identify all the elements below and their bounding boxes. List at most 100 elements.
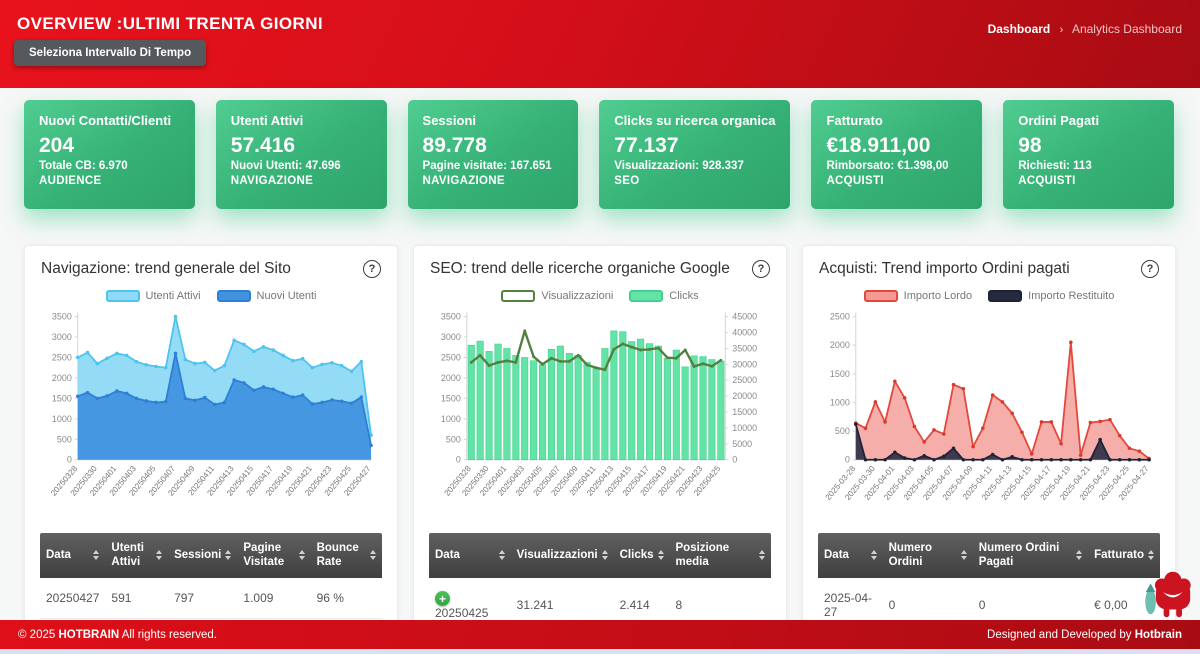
breadcrumb-dashboard-link[interactable]: Dashboard: [987, 22, 1051, 36]
seo-chart[interactable]: 0 500 1000 1500 2000 2500 3000 3500 0 5000 10000 15…: [430, 308, 770, 525]
panel-title: Acquisti: Trend importo Ordini pagati: [819, 260, 1070, 277]
column-header[interactable]: Data: [40, 533, 106, 578]
svg-text:2500: 2500: [830, 312, 850, 322]
kpi-card-subtitle: Nuovi Utenti: 47.696: [230, 160, 341, 173]
svg-text:2500: 2500: [441, 352, 461, 362]
column-header[interactable]: Data: [818, 533, 883, 578]
kpi-card-category: SEO: [614, 175, 640, 188]
column-header[interactable]: Fatturato: [1088, 533, 1160, 578]
svg-text:2000: 2000: [52, 373, 72, 383]
legend-item[interactable]: Importo Lordo: [863, 288, 972, 304]
table-cell: 20250427: [40, 577, 106, 619]
kpi-card-category: NAVIGAZIONE: [230, 175, 314, 188]
help-icon[interactable]: ?: [363, 260, 381, 278]
select-time-range-button[interactable]: Seleziona Intervallo Di Tempo: [14, 40, 207, 66]
footer-copyright: © 2025 HOTBRAIN All rights reserved.: [18, 628, 217, 641]
column-header[interactable]: Data: [429, 533, 511, 578]
legend-item[interactable]: Nuovi Utenti: [216, 288, 316, 304]
svg-text:5000: 5000: [732, 439, 752, 449]
svg-text:3000: 3000: [52, 332, 72, 342]
svg-text:3500: 3500: [52, 312, 72, 322]
kpi-card-utenti-attivi: Utenti Attivi 57.416 Nuovi Utenti: 47.69…: [215, 100, 387, 209]
acquisti-chart[interactable]: 0 500 1000 1500 2000 2500 2025-03-28 2025-03-30…: [819, 308, 1159, 525]
legend-item[interactable]: Visualizzazioni: [501, 288, 613, 304]
svg-text:2500: 2500: [52, 352, 72, 362]
column-header[interactable]: Bounce Rate: [310, 533, 382, 578]
panel-acquisti: Acquisti: Trend importo Ordini pagati ? …: [802, 245, 1176, 654]
sort-icon[interactable]: [759, 550, 765, 561]
kpi-card-title: Utenti Attivi: [230, 113, 304, 128]
kpi-card-value: €18.911,00: [826, 134, 931, 157]
legend-item[interactable]: Clicks: [629, 288, 699, 304]
breadcrumb: Dashboard › Analytics Dashboard: [988, 22, 1182, 36]
breadcrumb-current-page: Analytics Dashboard: [1071, 22, 1182, 36]
sort-icon[interactable]: [156, 550, 163, 561]
breadcrumb-separator-icon: ›: [1059, 24, 1064, 36]
table-cell: 1.009: [237, 577, 311, 619]
svg-text:0: 0: [456, 455, 461, 465]
hotbrain-mascot-icon: [1145, 571, 1191, 618]
column-header[interactable]: Pagine Visitate: [237, 533, 311, 578]
kpi-card-ordini-pagati: Ordini Pagati 98 Richiesti: 113 ACQUISTI: [1003, 100, 1174, 209]
acquisti-table: Data Numero Ordini Numero Ordini Pagati Fat…: [818, 533, 1160, 633]
kpi-card-sessioni: Sessioni 89.778 Pagine visitate: 167.651…: [407, 100, 579, 209]
legend-item[interactable]: Importo Restituito: [988, 288, 1114, 304]
svg-text:25000: 25000: [732, 375, 757, 385]
sort-icon[interactable]: [657, 550, 664, 561]
kpi-card-subtitle: Rimborsato: €1.398,00: [826, 160, 949, 173]
sort-icon[interactable]: [498, 550, 505, 561]
column-header[interactable]: Visualizzazioni: [510, 533, 614, 578]
sort-icon[interactable]: [225, 550, 232, 561]
sort-icon[interactable]: [870, 550, 877, 561]
svg-text:3000: 3000: [441, 332, 461, 342]
panel-seo: SEO: trend delle ricerche organiche Goog…: [413, 245, 787, 654]
table-cell: 797: [168, 577, 238, 619]
expand-row-icon[interactable]: +: [435, 591, 450, 607]
kpi-card-category: ACQUISTI: [826, 175, 884, 188]
column-header[interactable]: Numero Ordini Pagati: [972, 533, 1089, 578]
column-header[interactable]: Posizione media: [669, 533, 771, 578]
svg-text:500: 500: [446, 434, 461, 444]
kpi-card-title: Fatturato: [826, 113, 883, 128]
column-header[interactable]: Utenti Attivi: [105, 533, 169, 578]
help-icon[interactable]: ?: [752, 260, 770, 278]
kpi-card-value: 98: [1018, 134, 1042, 157]
svg-text:1500: 1500: [52, 393, 72, 403]
svg-text:10000: 10000: [732, 423, 757, 433]
help-icon[interactable]: ?: [1141, 260, 1159, 278]
chart-legend: Visualizzazioni Clicks: [430, 288, 770, 304]
svg-text:1000: 1000: [52, 414, 72, 424]
table-cell: 96 %: [310, 577, 382, 619]
column-header[interactable]: Numero Ordini: [882, 533, 973, 578]
svg-text:1500: 1500: [441, 393, 461, 403]
sort-icon[interactable]: [960, 550, 967, 561]
kpi-card-title: Nuovi Contatti/Clienti: [39, 113, 172, 128]
kpi-card-title: Ordini Pagati: [1018, 113, 1100, 128]
footer-credits: Designed and Developed by Hotbrain: [987, 628, 1182, 641]
kpi-card-subtitle: Pagine visitate: 167.651: [422, 160, 552, 173]
column-header[interactable]: Clicks: [613, 533, 670, 578]
sort-icon[interactable]: [1076, 550, 1083, 561]
svg-text:35000: 35000: [732, 343, 757, 353]
kpi-card-title: Sessioni: [422, 113, 476, 128]
sort-icon[interactable]: [93, 550, 100, 561]
svg-text:1000: 1000: [830, 397, 850, 407]
sort-icon[interactable]: [298, 550, 305, 561]
kpi-card-subtitle: Richiesti: 113: [1018, 160, 1092, 173]
sort-icon[interactable]: [1148, 550, 1154, 561]
svg-text:1000: 1000: [441, 414, 461, 424]
footer-brand: Hotbrain: [1134, 628, 1182, 641]
kpi-card-subtitle: Visualizzazioni: 928.337: [614, 160, 744, 173]
top-header-bar: OVERVIEW :ULTIMI TRENTA GIORNI Seleziona…: [0, 0, 1200, 88]
legend-item[interactable]: Utenti Attivi: [105, 288, 201, 304]
svg-text:0: 0: [845, 455, 850, 465]
navigazione-chart[interactable]: 0 500 1000 1500 2000 2500 3000 3500 20250328 2025…: [41, 308, 381, 525]
column-header[interactable]: Sessioni: [168, 533, 238, 578]
svg-text:45000: 45000: [732, 312, 757, 322]
svg-text:2000: 2000: [441, 373, 461, 383]
kpi-card-value: 77.137: [614, 134, 679, 157]
chart-canvas: 0500100015002000250030003500202503282025…: [49, 312, 373, 498]
kpi-card-nuovi-contatti: Nuovi Contatti/Clienti 204 Totale CB: 6.…: [24, 100, 195, 209]
sort-icon[interactable]: [601, 550, 608, 561]
sort-icon[interactable]: [370, 550, 376, 561]
